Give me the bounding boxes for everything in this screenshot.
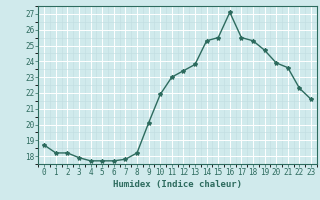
- X-axis label: Humidex (Indice chaleur): Humidex (Indice chaleur): [113, 180, 242, 189]
